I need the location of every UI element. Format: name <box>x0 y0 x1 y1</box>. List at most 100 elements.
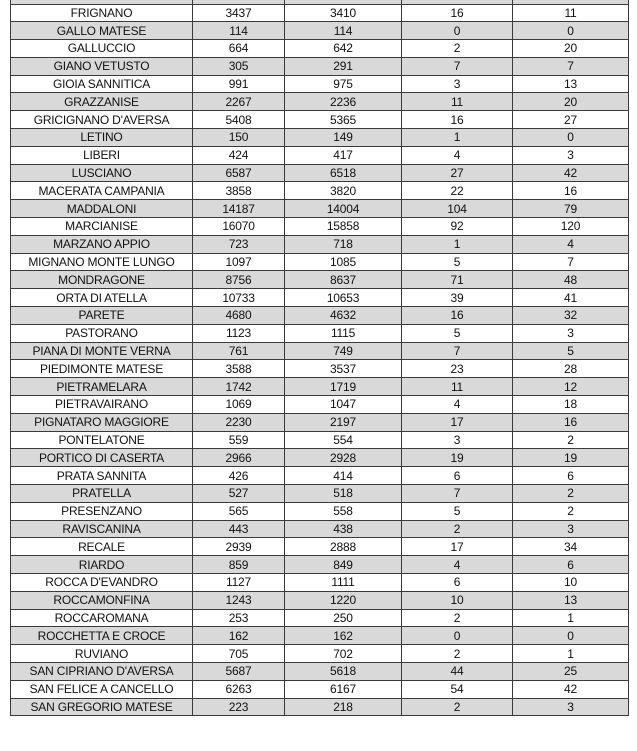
value-cell-1: 14187 <box>192 199 285 219</box>
value-cell-3: 7 <box>401 56 513 76</box>
value-cell-4: 0 <box>512 21 629 41</box>
municipality-cell: ROCCAROMANA <box>10 608 193 628</box>
value-cell-3: 6 <box>401 573 513 592</box>
value-cell-1: 443 <box>192 519 285 539</box>
municipality-cell: GRAZZANISE <box>10 92 193 112</box>
value-cell-2: 6518 <box>284 163 402 183</box>
municipality-cell: LIBERI <box>10 145 193 165</box>
value-cell-1: 1243 <box>192 590 285 610</box>
table-row: PONTELATONE 559 554 3 2 <box>10 430 629 450</box>
value-cell-4: 7 <box>512 252 629 272</box>
value-cell-2: 218 <box>284 697 402 717</box>
value-cell-2: 417 <box>284 145 402 165</box>
municipality-cell: PIGNATARO MAGGIORE <box>10 412 193 432</box>
table-row: RUVIANO 705 702 2 1 <box>10 644 629 663</box>
table-row: GIANO VETUSTO 305 291 7 7 <box>10 56 629 76</box>
value-cell-1: 559 <box>192 430 285 450</box>
value-cell-3: 44 <box>401 661 513 681</box>
value-cell-2: 749 <box>284 341 402 361</box>
value-cell-4: 20 <box>512 92 629 112</box>
value-cell-3: 3 <box>401 430 513 450</box>
table-row: MARZANO APPIO 723 718 1 4 <box>10 234 629 254</box>
value-cell-4: 79 <box>512 199 629 219</box>
table-row: PIGNATARO MAGGIORE 2230 2197 17 16 <box>10 412 629 432</box>
table-row: PIEDIMONTE MATESE 3588 3537 23 28 <box>10 359 629 379</box>
value-cell-2: 3537 <box>284 359 402 379</box>
value-cell-4: 120 <box>512 217 629 236</box>
value-cell-4: 48 <box>512 270 629 290</box>
value-cell-4: 10 <box>512 573 629 592</box>
value-cell-3: 16 <box>401 306 513 325</box>
value-cell-2: 2197 <box>284 412 402 432</box>
value-cell-4: 25 <box>512 661 629 681</box>
value-cell-1: 664 <box>192 39 285 58</box>
value-cell-4: 0 <box>512 626 629 646</box>
value-cell-3: 7 <box>401 341 513 361</box>
value-cell-4: 2 <box>512 501 629 521</box>
table-row-partial <box>10 0 629 5</box>
value-cell-1: 150 <box>192 128 285 147</box>
value-cell-3: 2 <box>401 697 513 717</box>
table-row: PORTICO DI CASERTA 2966 2928 19 19 <box>10 448 629 468</box>
table-row: LIBERI 424 417 4 3 <box>10 145 629 165</box>
value-cell-1: 223 <box>192 697 285 717</box>
value-cell-3: 17 <box>401 537 513 557</box>
value-cell-4: 19 <box>512 448 629 468</box>
value-cell-2: 414 <box>284 466 402 486</box>
table-row: MIGNANO MONTE LUNGO 1097 1085 5 7 <box>10 252 629 272</box>
value-cell-3: 22 <box>401 181 513 201</box>
value-cell-1: 3437 <box>192 3 285 23</box>
municipality-cell: ROCCAMONFINA <box>10 590 193 610</box>
value-cell-3: 5 <box>401 252 513 272</box>
value-cell-1: 2230 <box>192 412 285 432</box>
municipality-cell: GALLUCCIO <box>10 39 193 58</box>
value-cell-3: 92 <box>401 217 513 236</box>
municipality-cell: GRICIGNANO D'AVERSA <box>10 110 193 130</box>
value-cell-1: 253 <box>192 608 285 628</box>
value-cell-3: 1 <box>401 234 513 254</box>
value-cell-1: 6587 <box>192 163 285 183</box>
value-cell-4: 18 <box>512 395 629 414</box>
value-cell-4: 3 <box>512 145 629 165</box>
value-cell-4: 5 <box>512 341 629 361</box>
value-cell-3: 0 <box>401 21 513 41</box>
value-cell-2: 6167 <box>284 679 402 699</box>
value-cell-2: 250 <box>284 608 402 628</box>
value-cell-2: 2236 <box>284 92 402 112</box>
value-cell-1: 1742 <box>192 377 285 397</box>
value-cell-4: 12 <box>512 377 629 397</box>
table-row: RIARDO 859 849 4 6 <box>10 555 629 574</box>
municipality-cell: ROCCA D'EVANDRO <box>10 573 193 592</box>
table-row: GALLUCCIO 664 642 2 20 <box>10 39 629 58</box>
value-cell-4: 16 <box>512 412 629 432</box>
municipality-cell: SAN FELICE A CANCELLO <box>10 679 193 699</box>
value-cell-2: 3820 <box>284 181 402 201</box>
value-cell-3: 71 <box>401 270 513 290</box>
value-cell-1: 10733 <box>192 288 285 308</box>
value-cell-1: 162 <box>192 626 285 646</box>
value-cell-2: 975 <box>284 74 402 94</box>
value-cell-4: 20 <box>512 39 629 58</box>
table-row: ROCCAMONFINA 1243 1220 10 13 <box>10 590 629 610</box>
value-cell-3: 6 <box>401 466 513 486</box>
value-cell-2: 1719 <box>284 377 402 397</box>
value-cell-2: 558 <box>284 501 402 521</box>
value-cell-3: 4 <box>401 555 513 574</box>
municipality-cell: PIEDIMONTE MATESE <box>10 359 193 379</box>
municipality-cell: MACERATA CAMPANIA <box>10 181 193 201</box>
municipality-cell: MADDALONI <box>10 199 193 219</box>
table-row: MARCIANISE 16070 15858 92 120 <box>10 217 629 236</box>
value-cell-2: 718 <box>284 234 402 254</box>
municipality-cell: GIANO VETUSTO <box>10 56 193 76</box>
municipality-cell: GALLO MATESE <box>10 21 193 41</box>
table-row: LETINO 150 149 1 0 <box>10 128 629 147</box>
value-cell-3: 19 <box>401 448 513 468</box>
value-cell-3: 5 <box>401 501 513 521</box>
value-cell-3: 16 <box>401 110 513 130</box>
value-cell-2: 849 <box>284 555 402 574</box>
value-cell-3: 104 <box>401 199 513 219</box>
table-body: FRIGNANO 3437 3410 16 11 GALLO MATESE 114 114 0 0… <box>10 0 629 717</box>
table-row: MADDALONI 14187 14004 104 79 <box>10 199 629 219</box>
municipality-cell: MIGNANO MONTE LUNGO <box>10 252 193 272</box>
value-cell-3: 11 <box>401 92 513 112</box>
